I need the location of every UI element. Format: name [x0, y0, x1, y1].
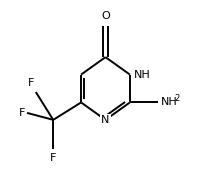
Text: F: F: [19, 108, 25, 118]
Text: 2: 2: [174, 95, 180, 103]
Text: NH: NH: [161, 97, 178, 107]
Text: F: F: [50, 153, 56, 163]
Text: F: F: [28, 79, 34, 88]
Text: O: O: [101, 11, 110, 21]
Text: N: N: [101, 115, 110, 125]
Text: NH: NH: [134, 70, 151, 80]
